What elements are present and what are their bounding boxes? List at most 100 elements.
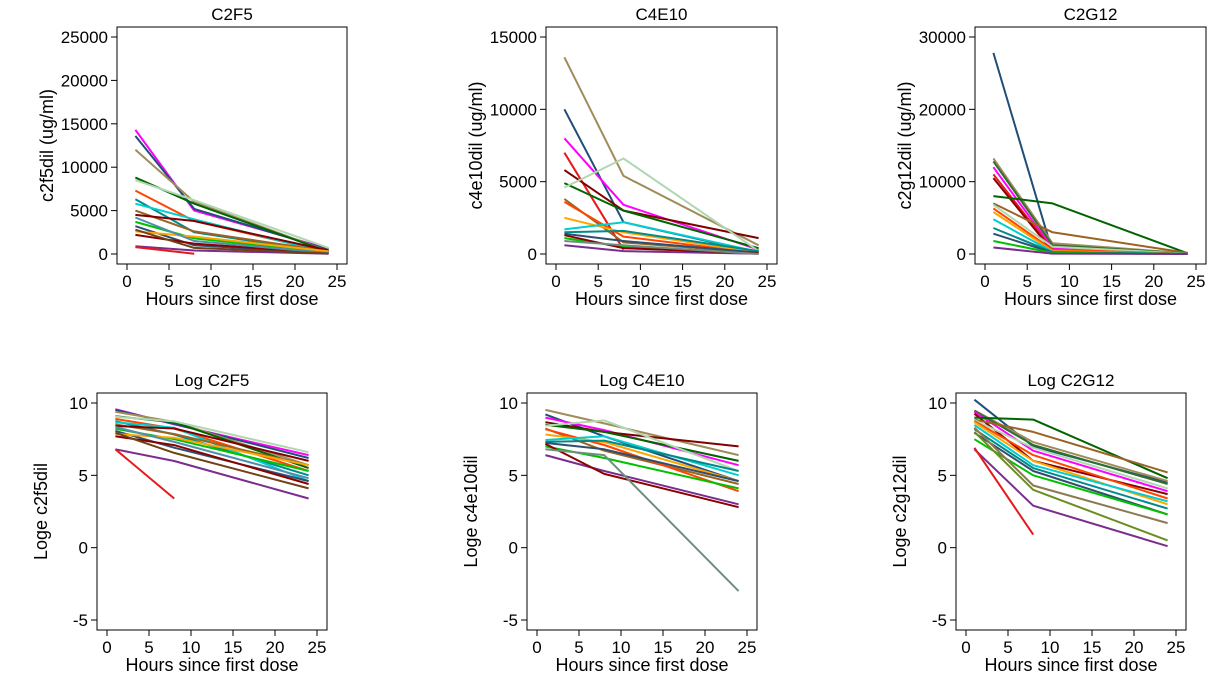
x-axis-label: Hours since first dose bbox=[125, 655, 298, 675]
x-tick-label: 10 bbox=[631, 272, 650, 291]
x-tick-label: 15 bbox=[673, 272, 692, 291]
series-line-1 bbox=[545, 408, 739, 457]
y-axis-label: Loge c4e10dil bbox=[461, 455, 481, 567]
y-tick-label: 10000 bbox=[919, 173, 966, 192]
series-line-10 bbox=[135, 213, 329, 252]
y-axis-label: Loge c2f5dil bbox=[31, 463, 51, 560]
series-line-11 bbox=[564, 221, 759, 253]
series-line-11 bbox=[973, 424, 1168, 503]
plot-6: Log C2G12 -5 0 5 10 0 5 10 15 20 25 Hours since fir… bbox=[890, 371, 1187, 675]
x-tick-label: 25 bbox=[758, 272, 777, 291]
x-tick-label: 10 bbox=[1060, 272, 1079, 291]
x-tick-label: 10 bbox=[612, 638, 631, 657]
series-line-4 bbox=[563, 152, 625, 251]
series-line-13 bbox=[115, 433, 309, 467]
x-tick-label: 25 bbox=[328, 272, 347, 291]
series-line-3 bbox=[973, 409, 1168, 485]
series-line-12 bbox=[564, 229, 759, 253]
plot-3: C2G12 0 10000 20000 30000 0 5 10 15 20 25 Hours sin… bbox=[895, 5, 1207, 309]
x-tick-label: 0 bbox=[551, 272, 560, 291]
y-tick-label: 5000 bbox=[70, 202, 108, 221]
y-tick-label: 0 bbox=[509, 539, 518, 558]
x-tick-label: 25 bbox=[1167, 638, 1186, 657]
series-line-5 bbox=[545, 423, 739, 462]
x-tick-label: 5 bbox=[164, 272, 173, 291]
series-line-17 bbox=[135, 216, 329, 254]
series-line-5 bbox=[992, 173, 1054, 251]
plot-2: C4E10 0 5000 10000 15000 0 5 10 15 20 25 Hours sinc… bbox=[466, 5, 778, 309]
series-line-16 bbox=[135, 246, 195, 255]
x-tick-label: 5 bbox=[574, 638, 583, 657]
plot-title: C4E10 bbox=[636, 5, 688, 24]
y-tick-label: 0 bbox=[957, 245, 966, 264]
x-tick-label: 0 bbox=[532, 638, 541, 657]
series-line-4 bbox=[973, 410, 1168, 493]
x-tick-label: 5 bbox=[144, 638, 153, 657]
y-axis-label: c2g12dil (ug/ml) bbox=[895, 81, 915, 209]
x-tick-label: 20 bbox=[266, 638, 285, 657]
y-tick-label: 5000 bbox=[499, 173, 537, 192]
series-line-9 bbox=[992, 203, 1188, 255]
series-line-9 bbox=[973, 420, 1168, 500]
series-line-8 bbox=[545, 428, 739, 493]
series-line-14 bbox=[545, 454, 739, 506]
y-tick-label: 0 bbox=[528, 245, 537, 264]
series-line-13 bbox=[135, 230, 329, 253]
y-tick-label: -5 bbox=[503, 611, 518, 630]
y-tick-label: 25000 bbox=[61, 28, 108, 47]
plot-title: Log C2G12 bbox=[1028, 371, 1115, 390]
x-tick-label: 20 bbox=[1125, 638, 1144, 657]
x-tick-label: 25 bbox=[308, 638, 327, 657]
series-line-12 bbox=[973, 428, 1168, 510]
y-tick-label: 10 bbox=[928, 394, 947, 413]
series-line-15 bbox=[564, 244, 759, 255]
series-line-17 bbox=[564, 240, 759, 255]
series-line-6 bbox=[563, 182, 759, 250]
x-tick-label: 10 bbox=[182, 638, 201, 657]
y-tick-label: 10000 bbox=[490, 100, 537, 119]
series-line-11 bbox=[545, 439, 739, 472]
plot-title: Log C2F5 bbox=[175, 371, 250, 390]
series-line-16 bbox=[114, 448, 175, 500]
series-line-10 bbox=[564, 216, 759, 254]
y-tick-label: 5 bbox=[509, 466, 518, 485]
series-line-8 bbox=[992, 202, 1188, 254]
x-tick-label: 0 bbox=[122, 272, 131, 291]
series-line-17 bbox=[973, 431, 1168, 542]
y-tick-label: -5 bbox=[73, 611, 88, 630]
series-line-7 bbox=[563, 157, 760, 252]
series-line-15 bbox=[115, 448, 309, 500]
series-line-17 bbox=[115, 426, 309, 480]
series-line-12 bbox=[115, 429, 309, 483]
x-tick-label: 25 bbox=[738, 638, 757, 657]
series-line-7 bbox=[545, 427, 739, 485]
plot-4: Log C2F5 -5 0 5 10 0 5 10 15 20 25 Hours since firs… bbox=[31, 371, 328, 675]
series-line-10 bbox=[115, 425, 309, 462]
y-tick-label: 0 bbox=[99, 245, 108, 264]
y-tick-label: 0 bbox=[938, 539, 947, 558]
y-tick-label: -5 bbox=[932, 611, 947, 630]
series-line-7 bbox=[974, 418, 1168, 474]
plot-title: C2G12 bbox=[1064, 5, 1118, 24]
y-tick-label: 5 bbox=[79, 466, 88, 485]
x-tick-label: 25 bbox=[1187, 272, 1206, 291]
series-line-13 bbox=[545, 441, 739, 483]
x-axis-label: Hours since first dose bbox=[1004, 289, 1177, 309]
series-line-1 bbox=[563, 56, 760, 247]
series-line-7 bbox=[993, 195, 1188, 255]
x-tick-label: 15 bbox=[1083, 638, 1102, 657]
x-tick-label: 10 bbox=[1041, 638, 1060, 657]
y-tick-label: 15000 bbox=[490, 28, 537, 47]
y-axis-label: c4e10dil (ug/ml) bbox=[466, 81, 486, 209]
x-tick-label: 20 bbox=[696, 638, 715, 657]
y-tick-label: 30000 bbox=[919, 28, 966, 47]
series-line-16 bbox=[545, 448, 740, 592]
plot-frame bbox=[526, 392, 758, 631]
series-line-14 bbox=[564, 232, 759, 254]
series-line-18 bbox=[973, 426, 1168, 525]
plot-title: C2F5 bbox=[211, 5, 253, 24]
series-line-8 bbox=[973, 419, 1168, 490]
x-tick-label: 15 bbox=[244, 272, 263, 291]
y-tick-label: 10 bbox=[499, 394, 518, 413]
